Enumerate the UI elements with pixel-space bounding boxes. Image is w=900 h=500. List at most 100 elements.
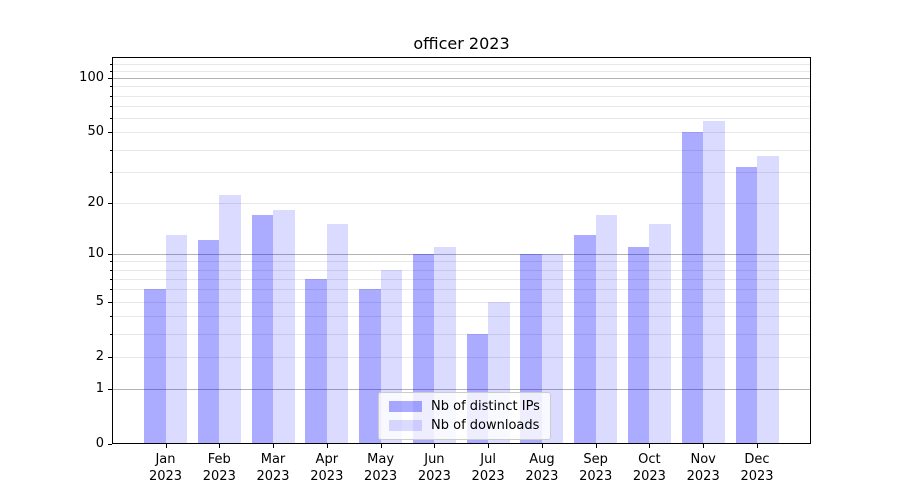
x-tick-month-jun: Jun: [424, 452, 445, 467]
y-minor-tick-mark-5: [110, 301, 112, 303]
y-minor-tick-mark-2: [110, 356, 112, 358]
minor-gridline-2: [113, 356, 810, 358]
bar-nb-of-downloads-sep: [595, 214, 618, 443]
minor-gridline-4: [113, 316, 810, 318]
x-tick-mark-jul: [488, 444, 490, 448]
major-gridline-10: [113, 253, 810, 255]
y-tick-label-1: 1: [95, 380, 104, 396]
minor-gridline-80: [113, 95, 810, 97]
y-minor-tick-mark-80: [110, 95, 112, 97]
x-tick-label-oct: Oct 2023: [617, 451, 681, 485]
minor-gridline-110: [113, 70, 810, 72]
bar-nb-of-downloads-apr: [326, 224, 349, 443]
bar-nb-of-distinct-ips-mar: [251, 214, 273, 443]
legend-label-nb-of-distinct-ips: Nb of distinct IPs: [431, 399, 540, 414]
x-tick-label-dec: Dec 2023: [725, 451, 789, 485]
x-tick-year-dec: 2023: [740, 469, 774, 484]
x-tick-label-jun: Jun 2023: [402, 451, 466, 485]
x-tick-mark-jun: [434, 444, 436, 448]
x-tick-month-jan: Jan: [155, 452, 176, 467]
minor-gridline-6: [113, 289, 810, 291]
y-tick-mark-0: [108, 443, 112, 445]
x-tick-mark-aug: [541, 444, 543, 448]
bar-nb-of-distinct-ips-oct: [627, 246, 650, 443]
bar-nb-of-distinct-ips-feb: [197, 240, 220, 443]
x-tick-month-feb: Feb: [207, 452, 231, 467]
bar-nb-of-distinct-ips-may: [359, 289, 381, 443]
y-minor-tick-mark-9: [110, 261, 112, 263]
x-tick-month-mar: Mar: [260, 452, 286, 467]
legend-swatch-nb-of-downloads: [389, 420, 422, 431]
x-tick-month-sep: Sep: [583, 452, 608, 467]
bar-nb-of-distinct-ips-nov: [681, 132, 704, 443]
bar-nb-of-distinct-ips-jan: [144, 289, 166, 443]
y-tick-label-2: 2: [95, 348, 104, 364]
y-tick-label-10: 10: [87, 245, 104, 261]
minor-gridline-8: [113, 269, 810, 271]
x-tick-label-apr: Apr 2023: [295, 451, 359, 485]
y-tick-label-50: 50: [87, 124, 104, 140]
minor-gridline-40: [113, 149, 810, 151]
minor-gridline-5: [113, 301, 810, 303]
chart-title: officer 2023: [413, 34, 510, 53]
y-minor-tick-mark-70: [110, 106, 112, 107]
bar-nb-of-downloads-oct: [649, 224, 671, 443]
x-tick-label-jul: Jul 2023: [456, 451, 520, 485]
x-tick-label-nov: Nov 2023: [671, 451, 735, 485]
major-gridline-100: [113, 78, 810, 80]
y-minor-tick-mark-3: [110, 333, 112, 335]
x-tick-year-aug: 2023: [525, 469, 559, 484]
x-tick-label-jan: Jan 2023: [134, 451, 198, 485]
y-minor-tick-mark-4: [110, 316, 112, 318]
x-tick-month-apr: Apr: [315, 452, 339, 467]
x-tick-year-jun: 2023: [417, 469, 451, 484]
y-minor-tick-mark-8: [110, 269, 112, 271]
x-tick-mark-apr: [326, 444, 328, 448]
y-minor-tick-mark-20: [110, 202, 112, 204]
minor-gridline-50: [113, 132, 810, 134]
bar-nb-of-distinct-ips-apr: [305, 278, 327, 443]
y-minor-tick-mark-90: [110, 86, 112, 88]
minor-gridline-90: [113, 86, 810, 88]
x-tick-label-aug: Aug 2023: [510, 451, 574, 485]
bar-nb-of-distinct-ips-sep: [574, 234, 596, 443]
x-tick-year-mar: 2023: [256, 469, 290, 484]
minor-gridline-20: [113, 202, 810, 204]
y-tick-mark-10: [108, 253, 112, 255]
plot-area: [112, 57, 811, 444]
y-minor-tick-mark-30: [110, 171, 112, 173]
y-tick-label-20: 20: [87, 194, 104, 210]
minor-gridline-120: [113, 63, 810, 65]
minor-gridline-9: [113, 261, 810, 263]
x-tick-mark-feb: [219, 444, 221, 448]
y-tick-label-5: 5: [95, 293, 104, 309]
x-tick-label-mar: Mar 2023: [241, 451, 305, 485]
y-minor-tick-mark-40: [110, 149, 112, 151]
y-minor-tick-mark-110: [110, 70, 112, 72]
minor-gridline-3: [113, 333, 810, 335]
y-tick-label-100: 100: [79, 70, 104, 86]
minor-gridline-70: [113, 106, 810, 107]
bar-nb-of-downloads-jan: [165, 234, 187, 443]
x-tick-label-feb: Feb 2023: [187, 451, 251, 485]
x-tick-year-sep: 2023: [579, 469, 613, 484]
bar-nb-of-downloads-feb: [219, 195, 241, 443]
legend: Nb of distinct IPs Nb of downloads: [378, 392, 551, 440]
y-minor-tick-mark-60: [110, 118, 112, 119]
y-minor-tick-mark-7: [110, 278, 112, 280]
y-tick-mark-100: [108, 78, 112, 80]
x-tick-year-may: 2023: [364, 469, 398, 484]
x-tick-year-jul: 2023: [471, 469, 505, 484]
major-gridline-1: [113, 388, 810, 390]
bar-nb-of-downloads-nov: [703, 120, 725, 443]
x-tick-mark-nov: [703, 444, 705, 448]
y-minor-tick-mark-120: [110, 63, 112, 65]
x-tick-year-oct: 2023: [632, 469, 666, 484]
x-tick-mark-sep: [595, 444, 597, 448]
bar-nb-of-distinct-ips-dec: [735, 166, 757, 443]
legend-item-nb-of-distinct-ips: Nb of distinct IPs: [389, 399, 540, 414]
x-tick-mark-dec: [757, 444, 758, 448]
x-tick-label-sep: Sep 2023: [564, 451, 628, 485]
x-tick-year-feb: 2023: [202, 469, 236, 484]
